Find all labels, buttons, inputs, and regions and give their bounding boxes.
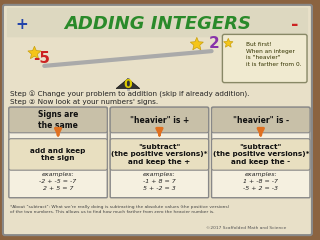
Text: Step ① Change your problem to addition (skip if already addition).: Step ① Change your problem to addition (…	[10, 90, 249, 97]
Text: Step ② Now look at your numbers' signs.: Step ② Now look at your numbers' signs.	[10, 99, 158, 105]
Text: But first!
When an integer
is "heavier"
it is farther from 0.: But first! When an integer is "heavier" …	[246, 42, 302, 67]
FancyBboxPatch shape	[7, 8, 308, 37]
Polygon shape	[116, 79, 140, 89]
Text: 0: 0	[124, 78, 132, 91]
Text: "subtract"
(the positive versions)*
and keep the -: "subtract" (the positive versions)* and …	[212, 144, 309, 165]
FancyBboxPatch shape	[212, 139, 310, 170]
Text: examples:
-2 + -5 = -7
2 + 5 = 7: examples: -2 + -5 = -7 2 + 5 = 7	[39, 172, 77, 191]
FancyBboxPatch shape	[222, 34, 307, 83]
Text: 2: 2	[209, 36, 220, 51]
Text: examples:
1 + -8 = -7
-5 + 2 = -3: examples: 1 + -8 = -7 -5 + 2 = -3	[243, 172, 278, 191]
FancyBboxPatch shape	[110, 107, 209, 198]
FancyBboxPatch shape	[110, 139, 209, 170]
Polygon shape	[224, 38, 233, 47]
Text: "subtract"
(the positive versions)*
and keep the +: "subtract" (the positive versions)* and …	[111, 144, 208, 165]
Text: -5: -5	[33, 52, 50, 66]
FancyBboxPatch shape	[212, 107, 310, 133]
FancyBboxPatch shape	[9, 107, 107, 133]
FancyBboxPatch shape	[9, 139, 107, 170]
Text: -: -	[292, 16, 299, 34]
Text: "heavier" is +: "heavier" is +	[130, 115, 189, 125]
FancyBboxPatch shape	[9, 107, 107, 198]
Text: ADDING INTEGERS: ADDING INTEGERS	[64, 15, 251, 33]
FancyBboxPatch shape	[3, 5, 312, 235]
FancyBboxPatch shape	[212, 107, 310, 198]
Text: "heavier" is -: "heavier" is -	[233, 115, 289, 125]
Polygon shape	[190, 37, 204, 50]
Text: ©2017 Scaffolded Math and Science: ©2017 Scaffolded Math and Science	[206, 226, 286, 230]
Text: add and keep
the sign: add and keep the sign	[30, 148, 86, 161]
Text: examples:
-1 + 8 = 7
5 + -2 = 3: examples: -1 + 8 = 7 5 + -2 = 3	[143, 172, 176, 191]
Polygon shape	[28, 46, 41, 59]
Text: Signs are
the same: Signs are the same	[38, 110, 78, 130]
FancyBboxPatch shape	[110, 107, 209, 133]
Text: *About "subtract": What we're really doing is subtracting the absolute values (t: *About "subtract": What we're really doi…	[10, 205, 229, 214]
Text: +: +	[15, 17, 28, 32]
